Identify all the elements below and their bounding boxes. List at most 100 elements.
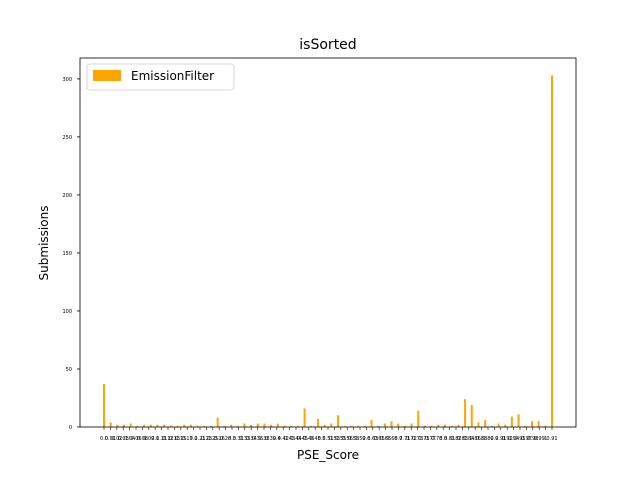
x-tick-label: 0.48 [310, 436, 321, 442]
bar [163, 424, 166, 427]
x-axis-ticks: 0.00.010.020.030.040.060.080.090.10.110.… [100, 427, 558, 442]
x-tick-label: 0.66 [380, 436, 391, 442]
bar [397, 423, 400, 427]
x-tick-label: 0.77 [425, 436, 436, 442]
bar [283, 425, 286, 427]
chart-title: isSorted [299, 37, 356, 53]
x-tick-label: 0.46 [303, 436, 314, 442]
bar [423, 425, 426, 427]
x-tick-label: 0.71 [399, 436, 410, 442]
x-tick-label: 0.58 [348, 436, 359, 442]
bar [103, 384, 105, 427]
bar [497, 423, 500, 427]
x-tick-label: 0.12 [162, 436, 173, 442]
x-tick-label: 0.42 [278, 436, 289, 442]
bar [196, 425, 199, 427]
x-tick-label: 0.59 [354, 436, 365, 442]
x-tick-label: 0.5 [318, 436, 326, 442]
bar [343, 425, 346, 427]
x-tick-label: 0.9 [490, 436, 498, 442]
bar [223, 425, 226, 427]
bar [230, 424, 233, 427]
bar [183, 424, 186, 427]
bar [363, 425, 366, 427]
x-tick-label: 0.6 [362, 436, 370, 442]
x-tick-label: 0.53 [329, 436, 340, 442]
x-tick-label: 0.56 [342, 436, 353, 442]
legend-label: EmissionFilter [131, 69, 214, 83]
x-tick-label: 0.04 [124, 436, 135, 442]
x-tick-label: 0.15 [175, 436, 186, 442]
x-tick-label: 0.26 [214, 436, 225, 442]
bar [236, 425, 239, 427]
bar [337, 415, 340, 427]
x-tick-label: 0.92 [502, 436, 513, 442]
x-tick-label: 0.7 [394, 436, 402, 442]
bar [250, 424, 253, 427]
x-tick-label: 0.17 [182, 436, 193, 442]
bar [209, 425, 212, 427]
x-tick-label: 0.4 [273, 436, 281, 442]
y-axis-label: Submissions [37, 206, 51, 281]
bar [303, 408, 306, 427]
bar [270, 424, 273, 427]
x-tick-label: 0.25 [207, 436, 218, 442]
x-tick-label: 0.89 [482, 436, 493, 442]
bar [504, 424, 507, 427]
x-tick-label: 0.63 [367, 436, 378, 442]
bar [129, 423, 132, 427]
x-tick-label: 0.43 [284, 436, 295, 442]
x-tick-label: 0.8 [439, 436, 447, 442]
x-tick-label: 0.94 [508, 436, 519, 442]
bar [484, 420, 487, 427]
bars-group [103, 75, 553, 427]
x-tick-label: 0.23 [201, 436, 212, 442]
bar [136, 425, 139, 427]
legend-box [86, 63, 235, 91]
bar [390, 421, 393, 427]
y-tick-label: 200 [62, 193, 72, 199]
x-tick-label: 0.21 [194, 436, 205, 442]
x-tick-label: 0.44 [290, 436, 301, 442]
bar [470, 404, 473, 427]
y-tick-label: 150 [62, 251, 72, 257]
bar [430, 425, 433, 427]
x-tick-label: 0.08 [137, 436, 148, 442]
y-tick-label: 100 [62, 309, 72, 315]
bar [203, 425, 206, 427]
x-tick-label: 0.02 [111, 436, 122, 442]
x-tick-label: 0.84 [463, 436, 474, 442]
bar [524, 425, 527, 427]
x-tick-label: 0.81 [444, 436, 455, 442]
x-tick-label: 0.2 [190, 436, 198, 442]
bar [377, 425, 380, 427]
bar [370, 420, 373, 427]
x-tick-label: 0.78 [431, 436, 442, 442]
y-tick-label: 0 [69, 425, 72, 431]
x-tick-label: 0.33 [239, 436, 250, 442]
bar [176, 425, 179, 427]
x-tick-label: 0.55 [335, 436, 346, 442]
x-tick-label: 0.98 [527, 436, 538, 442]
x-tick-label: 0.13 [169, 436, 180, 442]
x-tick-label: 0.1 [151, 436, 159, 442]
x-tick-label: 0.83 [457, 436, 468, 442]
x-tick-label: 0.0 [100, 436, 108, 442]
bar [276, 423, 279, 427]
x-tick-label: 0.95 [514, 436, 525, 442]
bar [350, 425, 353, 427]
bar [189, 424, 192, 427]
bar [169, 425, 172, 427]
bar [330, 423, 333, 427]
x-tick-label: 0.51 [322, 436, 333, 442]
bar [123, 424, 126, 427]
x-tick-label: 0.36 [252, 436, 263, 442]
x-tick-label: 0.91 [546, 436, 557, 442]
bar [383, 423, 386, 427]
bar [156, 424, 159, 427]
bar [450, 425, 453, 427]
bar [403, 425, 406, 427]
x-tick-label: 0.91 [495, 436, 506, 442]
bar [417, 410, 420, 427]
